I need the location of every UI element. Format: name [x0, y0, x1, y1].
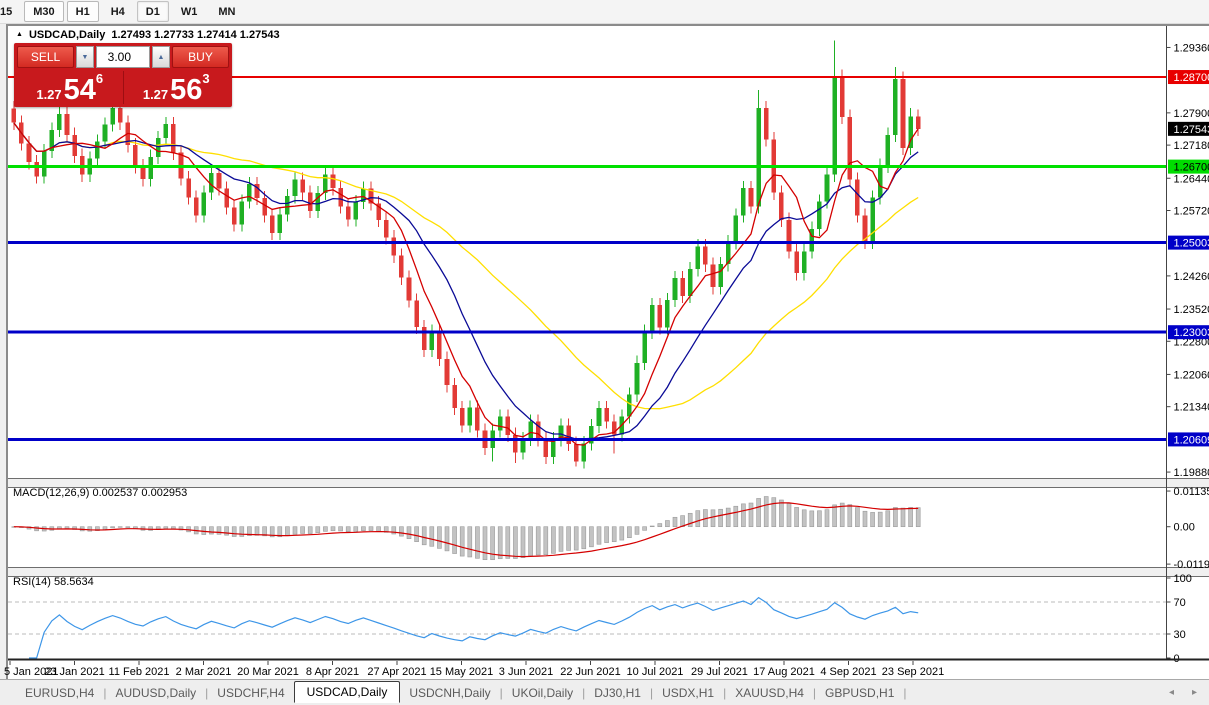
- tab-dj30-h1[interactable]: DJ30,H1: [594, 685, 641, 700]
- tab-usdcnh-daily[interactable]: USDCNH,Daily: [409, 685, 491, 700]
- buy-price-pip-digit: 3: [202, 71, 210, 86]
- tab-audusd-daily[interactable]: AUDUSD,Daily: [115, 685, 197, 700]
- timeframe-w1-button[interactable]: W1: [180, 5, 198, 18]
- sell-price-display[interactable]: 1.27 54 6: [17, 71, 124, 107]
- chart-window: [6, 24, 1209, 679]
- tab-ukoil-daily[interactable]: UKOil,Daily: [511, 685, 574, 700]
- tab-separator: |: [103, 685, 107, 700]
- tab-usdx-h1[interactable]: USDX,H1: [662, 685, 715, 700]
- buy-price-display[interactable]: 1.27 56 3: [124, 71, 230, 107]
- macd-indicator-label: MACD(12,26,9) 0.002537 0.002953: [13, 487, 188, 499]
- timeframe-toolbar: 15 M30 H1 H4 D1 W1 MN: [0, 0, 1209, 24]
- timeframe-h4-button[interactable]: H4: [110, 5, 125, 18]
- sell-price-prefix: 1.27: [36, 87, 62, 103]
- tab-separator: |: [499, 685, 503, 700]
- tab-scroll-left-icon[interactable]: ◂: [1168, 687, 1174, 698]
- one-click-trading-panel: SELL ▼ 3.00 ▲ BUY 1.27 54 6 1.27 56 3: [14, 43, 232, 107]
- tab-separator: |: [582, 685, 586, 700]
- sell-price-big-digits: 54: [63, 74, 96, 107]
- tab-separator: |: [723, 685, 727, 700]
- chart-tabbar: EURUSD,H4 | AUDUSD,Daily | USDCHF,H4 USDCA…: [0, 679, 1209, 705]
- sell-price-pip-digit: 6: [95, 71, 104, 86]
- timeframe-mn-button[interactable]: MN: [218, 5, 236, 18]
- tab-separator: |: [649, 685, 654, 700]
- buy-price-prefix: 1.27: [142, 87, 169, 103]
- volume-decrease-button[interactable]: ▼: [76, 46, 94, 68]
- tab-usdchf-h4[interactable]: USDCHF,H4: [217, 685, 285, 700]
- tab-usdcad-daily[interactable]: USDCAD,Daily: [293, 680, 401, 703]
- buy-price-big-digits: 56: [170, 74, 203, 107]
- tab-separator: |: [812, 685, 817, 700]
- buy-button[interactable]: BUY: [172, 46, 229, 68]
- timeframe-m15-button[interactable]: 15: [0, 5, 13, 18]
- volume-increase-button[interactable]: ▲: [152, 46, 170, 68]
- sell-button[interactable]: SELL: [17, 46, 74, 68]
- tab-separator: |: [903, 685, 907, 700]
- timeframe-h1-button[interactable]: H1: [66, 1, 99, 22]
- tab-gbpusd-h1[interactable]: GBPUSD,H1: [825, 685, 895, 700]
- tab-separator: |: [205, 685, 209, 700]
- tab-xauusd-h4[interactable]: XAUUSD,H4: [735, 685, 804, 700]
- chart-symbol-period: USDCAD,Daily: [28, 29, 106, 41]
- tab-scroll-right-icon[interactable]: ▸: [1191, 687, 1197, 698]
- tab-eurusd-h4[interactable]: EURUSD,H4: [25, 685, 95, 700]
- chart-title: ▲ USDCAD,Daily 1.27493 1.27733 1.27414 1…: [16, 29, 280, 41]
- timeframe-d1-button[interactable]: D1: [136, 1, 169, 22]
- tab-scroll-arrows: ◂ ▸: [1169, 687, 1197, 698]
- timeframe-m30-button[interactable]: M30: [24, 1, 64, 22]
- collapse-panel-icon[interactable]: ▲: [16, 30, 23, 38]
- volume-input[interactable]: 3.00: [96, 46, 150, 68]
- chart-ohlc-values: 1.27493 1.27733 1.27414 1.27543: [111, 29, 280, 41]
- rsi-indicator-label: RSI(14) 58.5634: [13, 576, 94, 588]
